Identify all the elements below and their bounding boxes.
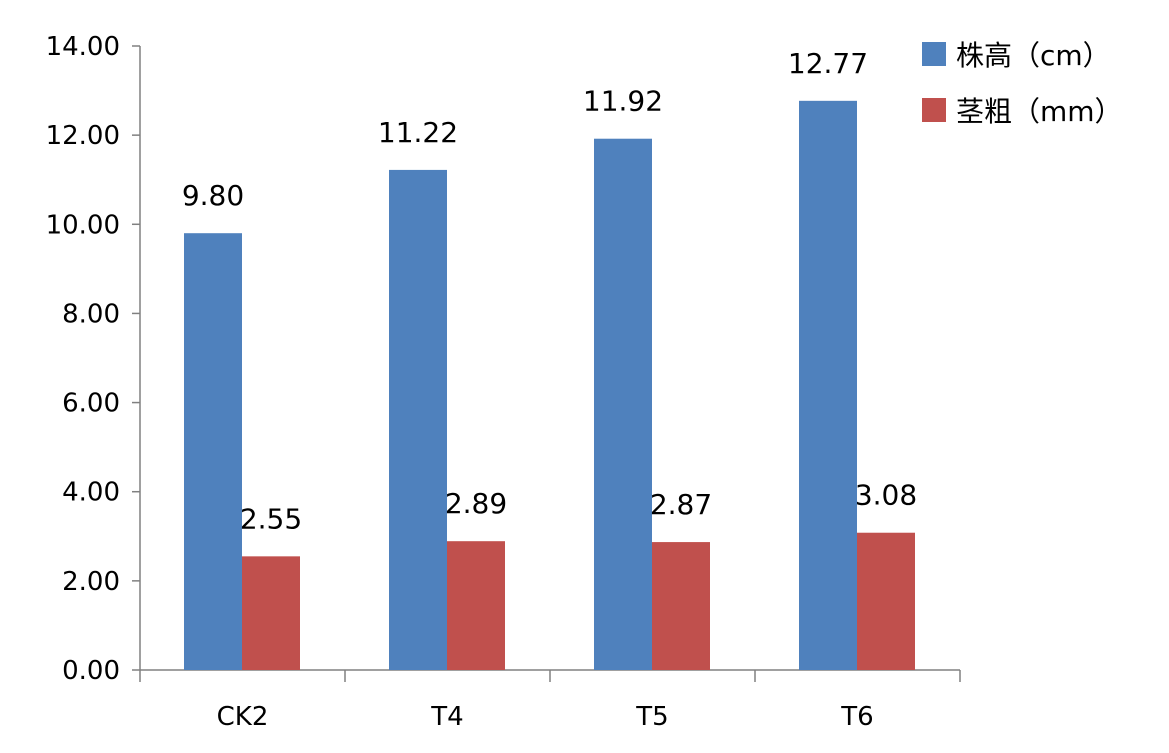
y-tick-label: 4.00: [62, 478, 120, 508]
legend-label: 茎粗（mm）: [956, 95, 1123, 128]
data-label: 2.87: [650, 488, 712, 521]
bars: [184, 100, 915, 671]
data-label: 11.92: [583, 85, 663, 118]
data-label: 2.55: [240, 502, 302, 535]
x-tick-label: T5: [635, 702, 668, 732]
legend-label: 株高（cm）: [956, 39, 1111, 72]
y-tick-label: 6.00: [62, 389, 120, 419]
data-label: 12.77: [788, 47, 868, 80]
x-tick-label: CK2: [217, 702, 269, 732]
data-label: 3.08: [855, 479, 917, 512]
legend-swatch: [922, 98, 946, 122]
y-tick-label: 10.00: [46, 210, 120, 240]
bar: [447, 541, 505, 670]
legend: 株高（cm） 茎粗（mm）: [922, 39, 1123, 128]
bar: [242, 556, 300, 670]
x-axis: CK2 T4 T5 T6: [139, 669, 961, 732]
y-tick-label: 0.00: [62, 656, 120, 686]
bar: [652, 542, 710, 670]
data-label: 11.22: [378, 116, 458, 149]
legend-swatch: [922, 42, 946, 66]
x-tick-label: T6: [840, 702, 873, 732]
y-tick-label: 12.00: [46, 121, 120, 151]
bar: [799, 100, 857, 670]
bar: [389, 169, 447, 670]
y-tick-label: 8.00: [62, 299, 120, 329]
x-tick-label: T4: [430, 702, 463, 732]
bar: [857, 532, 915, 670]
y-tick-label: 2.00: [62, 567, 120, 597]
data-label: 2.89: [445, 487, 507, 520]
data-label: 9.80: [182, 179, 244, 212]
y-tick-label: 14.00: [46, 32, 120, 62]
data-labels: 9.80 11.22 11.92 12.77 2.55 2.89 2.87 3.08: [182, 47, 917, 536]
y-axis: 0.00 2.00 4.00 6.00 8.00 10.00 12.00 14.00: [46, 32, 141, 686]
bar: [594, 138, 652, 671]
bar: [184, 233, 242, 670]
